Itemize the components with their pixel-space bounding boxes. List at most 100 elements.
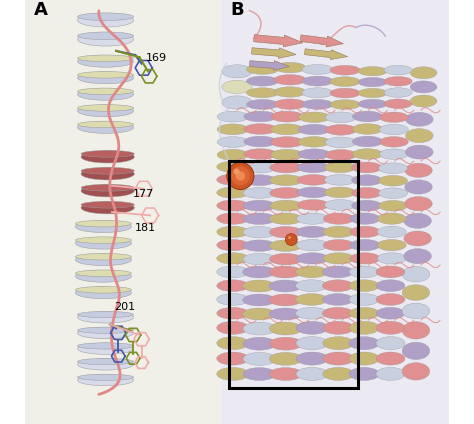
Circle shape bbox=[234, 169, 239, 175]
Ellipse shape bbox=[269, 213, 302, 224]
Ellipse shape bbox=[302, 100, 333, 109]
Ellipse shape bbox=[274, 87, 306, 97]
Ellipse shape bbox=[217, 280, 249, 292]
Ellipse shape bbox=[75, 237, 131, 243]
Ellipse shape bbox=[78, 72, 134, 84]
Ellipse shape bbox=[323, 321, 354, 335]
Circle shape bbox=[285, 234, 297, 245]
Ellipse shape bbox=[270, 187, 303, 198]
Ellipse shape bbox=[325, 137, 356, 148]
Text: A: A bbox=[34, 1, 48, 19]
Ellipse shape bbox=[298, 124, 330, 135]
Ellipse shape bbox=[271, 111, 303, 122]
Ellipse shape bbox=[379, 188, 408, 198]
Ellipse shape bbox=[302, 76, 333, 86]
Ellipse shape bbox=[246, 88, 278, 98]
Ellipse shape bbox=[384, 88, 412, 98]
Ellipse shape bbox=[78, 374, 134, 386]
Ellipse shape bbox=[297, 175, 329, 185]
Ellipse shape bbox=[217, 174, 249, 185]
Ellipse shape bbox=[297, 187, 329, 198]
Ellipse shape bbox=[269, 266, 302, 278]
Ellipse shape bbox=[269, 322, 302, 335]
Ellipse shape bbox=[243, 175, 276, 186]
Ellipse shape bbox=[296, 352, 328, 365]
Ellipse shape bbox=[377, 240, 406, 251]
Ellipse shape bbox=[244, 124, 277, 134]
Ellipse shape bbox=[217, 149, 248, 160]
Ellipse shape bbox=[376, 337, 405, 350]
Ellipse shape bbox=[402, 303, 430, 319]
Ellipse shape bbox=[78, 121, 134, 128]
Ellipse shape bbox=[243, 240, 276, 251]
Ellipse shape bbox=[271, 124, 303, 135]
Ellipse shape bbox=[217, 240, 249, 251]
Ellipse shape bbox=[324, 162, 356, 173]
Ellipse shape bbox=[217, 161, 249, 172]
Ellipse shape bbox=[243, 322, 276, 335]
Ellipse shape bbox=[78, 13, 134, 27]
Ellipse shape bbox=[217, 253, 249, 264]
Ellipse shape bbox=[322, 266, 354, 278]
Ellipse shape bbox=[75, 254, 131, 266]
Ellipse shape bbox=[81, 151, 134, 163]
Ellipse shape bbox=[302, 88, 333, 98]
Ellipse shape bbox=[269, 294, 302, 306]
Ellipse shape bbox=[323, 240, 355, 251]
Ellipse shape bbox=[81, 168, 134, 180]
Ellipse shape bbox=[322, 280, 354, 292]
Ellipse shape bbox=[376, 367, 405, 380]
Ellipse shape bbox=[379, 112, 408, 123]
Ellipse shape bbox=[243, 352, 276, 365]
Ellipse shape bbox=[353, 124, 383, 134]
Ellipse shape bbox=[78, 105, 134, 111]
Ellipse shape bbox=[402, 322, 430, 339]
Ellipse shape bbox=[244, 149, 277, 159]
Ellipse shape bbox=[217, 293, 249, 305]
Ellipse shape bbox=[75, 220, 131, 227]
Ellipse shape bbox=[274, 99, 306, 109]
Ellipse shape bbox=[243, 337, 276, 350]
Ellipse shape bbox=[296, 307, 328, 319]
Ellipse shape bbox=[78, 359, 134, 370]
Ellipse shape bbox=[330, 65, 360, 75]
Ellipse shape bbox=[78, 358, 134, 365]
Ellipse shape bbox=[406, 112, 433, 126]
Ellipse shape bbox=[243, 308, 275, 320]
Ellipse shape bbox=[222, 80, 252, 94]
Text: 181: 181 bbox=[135, 223, 156, 233]
Ellipse shape bbox=[379, 176, 408, 186]
Ellipse shape bbox=[78, 32, 134, 39]
Ellipse shape bbox=[296, 280, 328, 292]
FancyArrow shape bbox=[254, 35, 303, 47]
Ellipse shape bbox=[296, 321, 328, 335]
Ellipse shape bbox=[349, 293, 379, 305]
Text: 177: 177 bbox=[133, 189, 155, 199]
Ellipse shape bbox=[81, 201, 134, 208]
Ellipse shape bbox=[352, 200, 382, 211]
FancyArrow shape bbox=[300, 35, 343, 47]
Ellipse shape bbox=[217, 352, 249, 365]
Ellipse shape bbox=[296, 293, 328, 305]
Ellipse shape bbox=[217, 226, 249, 237]
Ellipse shape bbox=[350, 213, 380, 224]
Text: 201: 201 bbox=[114, 301, 135, 312]
Ellipse shape bbox=[406, 145, 433, 159]
Ellipse shape bbox=[376, 280, 405, 292]
Ellipse shape bbox=[217, 307, 249, 319]
Ellipse shape bbox=[78, 105, 134, 117]
Ellipse shape bbox=[217, 367, 249, 380]
Ellipse shape bbox=[296, 367, 328, 380]
Ellipse shape bbox=[217, 124, 248, 135]
Ellipse shape bbox=[81, 167, 134, 174]
Ellipse shape bbox=[296, 253, 328, 264]
Ellipse shape bbox=[81, 184, 134, 191]
Ellipse shape bbox=[323, 226, 355, 237]
Ellipse shape bbox=[78, 312, 134, 323]
Ellipse shape bbox=[271, 149, 303, 160]
Ellipse shape bbox=[358, 67, 387, 76]
Ellipse shape bbox=[349, 321, 379, 335]
Ellipse shape bbox=[246, 100, 278, 109]
Ellipse shape bbox=[269, 337, 302, 350]
Ellipse shape bbox=[330, 100, 360, 109]
